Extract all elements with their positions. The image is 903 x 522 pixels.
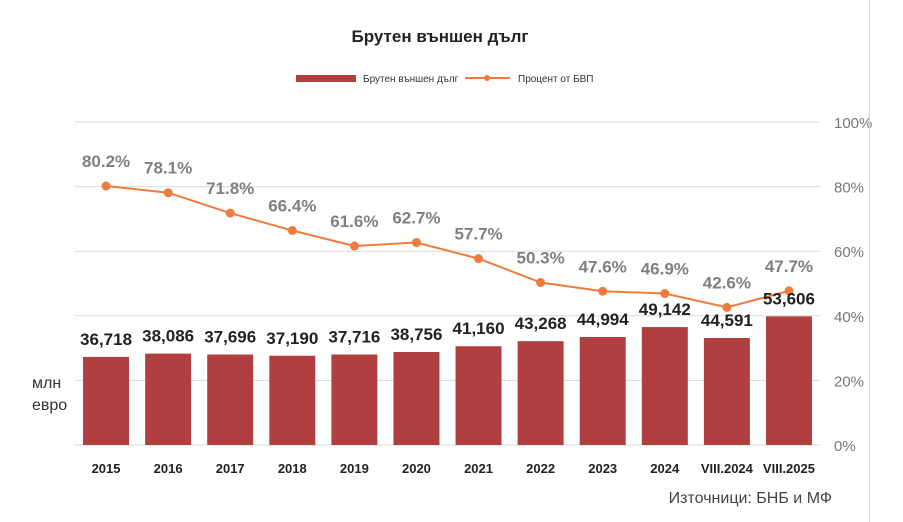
percent-line: [105, 184, 790, 309]
right-tick-label: 0%: [834, 438, 856, 455]
y-axis-label-line1: млн: [32, 375, 61, 392]
line-point: [225, 208, 235, 218]
x-tick-label: 2017: [216, 461, 245, 476]
y-axis-label-line2: евро: [32, 397, 67, 414]
right-tick-label: 60%: [834, 244, 864, 261]
bar: [331, 354, 378, 445]
legend-line-marker: [484, 75, 490, 81]
legend-bar-label: Брутен външен дълг: [363, 74, 459, 85]
x-tick-label: VIII.2024: [701, 461, 754, 476]
chart-frame: [869, 0, 870, 522]
x-tick-label: 2018: [278, 461, 307, 476]
bar: [393, 351, 440, 445]
line-point: [411, 237, 421, 247]
line-value-label: 80.2%: [82, 152, 130, 171]
bar: [703, 337, 750, 445]
bar-value-label: 36,718: [80, 330, 132, 349]
line-point: [163, 188, 173, 198]
right-tick-label: 80%: [834, 180, 864, 197]
legend: Брутен външен дълг Процент от БВП: [296, 74, 594, 85]
line-value-label: 57.7%: [454, 225, 502, 244]
line-value-label: 78.1%: [144, 159, 192, 178]
bar: [455, 346, 502, 445]
line-value-label: 71.8%: [206, 179, 254, 198]
line-value-label: 66.4%: [268, 197, 316, 216]
x-tick-label: VIII.2025: [763, 461, 815, 476]
bar: [83, 356, 130, 445]
line-point: [101, 181, 111, 191]
x-tick-label: 2015: [92, 461, 121, 476]
line-point: [598, 286, 608, 296]
line-value-label: 47.7%: [765, 257, 813, 276]
line-value-label: 47.6%: [579, 257, 627, 276]
bar: [765, 316, 812, 445]
line-point: [474, 254, 484, 264]
bar-value-label: 37,190: [266, 329, 318, 348]
source-note: Източници: БНБ и МФ: [669, 490, 832, 507]
line-value-label: 46.9%: [641, 260, 689, 279]
line-point: [722, 302, 732, 312]
line-point: [784, 286, 794, 296]
line-point: [536, 278, 546, 288]
right-tick-label: 100%: [834, 115, 872, 132]
x-tick-label: 2021: [464, 461, 493, 476]
bar: [269, 355, 316, 445]
bar-value-label: 38,756: [390, 325, 442, 344]
chart-title: Брутен външен дълг: [352, 27, 529, 46]
line-point: [287, 226, 297, 236]
x-tick-label: 2022: [526, 461, 555, 476]
bar: [517, 341, 564, 445]
bar-value-label: 44,994: [577, 310, 630, 329]
legend-bar-swatch: [296, 75, 356, 82]
bar-value-label: 41,160: [453, 319, 505, 338]
bar-value-label: 44,591: [701, 311, 753, 330]
bar-value-label: 38,086: [142, 327, 194, 346]
x-tick-label: 2019: [340, 461, 369, 476]
line-point: [660, 289, 670, 299]
bar: [641, 327, 688, 445]
line-value-label: 50.3%: [517, 249, 565, 268]
bar: [145, 353, 192, 445]
x-tick-label: 2020: [402, 461, 431, 476]
bar-value-label: 43,268: [515, 314, 567, 333]
line-value-label: 61.6%: [330, 212, 378, 231]
x-tick-label: 2024: [650, 461, 680, 476]
line-value-label: 42.6%: [703, 273, 751, 292]
bar-value-label: 37,696: [204, 328, 256, 347]
line-value-label: 62.7%: [392, 208, 440, 227]
legend-line-label: Процент от БВП: [518, 74, 594, 85]
bar: [207, 354, 254, 445]
line-point: [349, 241, 359, 251]
x-tick-label: 2023: [588, 461, 617, 476]
x-tick-label: 2016: [154, 461, 183, 476]
right-tick-label: 40%: [834, 309, 864, 326]
right-tick-label: 20%: [834, 373, 864, 390]
bar-value-label: 49,142: [639, 300, 691, 319]
bar-value-label: 37,716: [328, 327, 380, 346]
bar-value-label: 53,606: [763, 289, 815, 308]
bar: [579, 337, 626, 445]
